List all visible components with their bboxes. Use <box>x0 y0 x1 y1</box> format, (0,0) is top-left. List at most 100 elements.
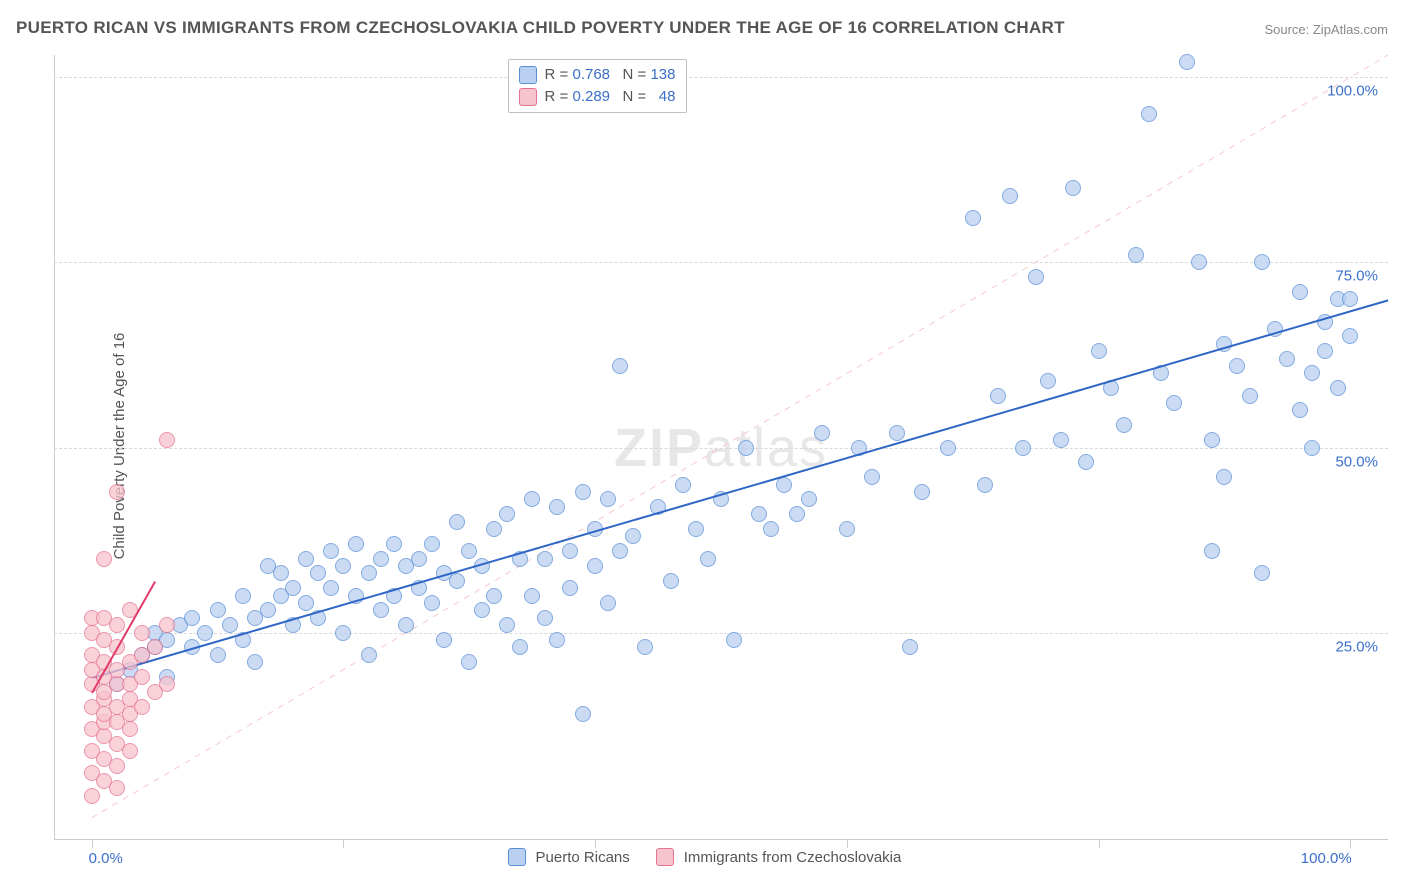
data-point <box>436 632 452 648</box>
data-point <box>1204 543 1220 559</box>
data-point <box>247 654 263 670</box>
data-point <box>889 425 905 441</box>
data-point <box>637 639 653 655</box>
data-point <box>159 432 175 448</box>
legend-swatch <box>508 848 526 866</box>
data-point <box>675 477 691 493</box>
data-point <box>461 543 477 559</box>
data-point <box>373 602 389 618</box>
data-point <box>587 558 603 574</box>
data-point <box>310 565 326 581</box>
data-point <box>801 491 817 507</box>
data-point <box>159 676 175 692</box>
data-point <box>600 491 616 507</box>
data-point <box>1040 373 1056 389</box>
data-point <box>159 617 175 633</box>
data-point <box>663 573 679 589</box>
data-point <box>323 543 339 559</box>
data-point <box>184 610 200 626</box>
x-tick-mark <box>92 840 93 848</box>
data-point <box>424 536 440 552</box>
reference-diagonal <box>54 55 1388 840</box>
data-point <box>1342 291 1358 307</box>
data-point <box>1279 351 1295 367</box>
plot-area: ZIPatlas 25.0%50.0%75.0%100.0%0.0%100.0%… <box>54 55 1388 840</box>
data-point <box>499 506 515 522</box>
data-point <box>763 521 779 537</box>
legend-row: R = 0.768 N = 138 <box>519 64 676 86</box>
data-point <box>1254 254 1270 270</box>
data-point <box>839 521 855 537</box>
data-point <box>361 565 377 581</box>
legend-swatch <box>519 88 537 106</box>
data-point <box>902 639 918 655</box>
x-tick-mark <box>1350 840 1351 848</box>
data-point <box>424 595 440 611</box>
data-point <box>1091 343 1107 359</box>
data-point <box>1015 440 1031 456</box>
data-point <box>512 639 528 655</box>
data-point <box>1166 395 1182 411</box>
data-point <box>147 639 163 655</box>
data-point <box>1292 402 1308 418</box>
data-point <box>700 551 716 567</box>
data-point <box>789 506 805 522</box>
data-point <box>1330 380 1346 396</box>
data-point <box>1304 440 1320 456</box>
data-point <box>398 617 414 633</box>
data-point <box>549 499 565 515</box>
data-point <box>612 543 628 559</box>
data-point <box>965 210 981 226</box>
data-point <box>1116 417 1132 433</box>
data-point <box>726 632 742 648</box>
data-point <box>486 588 502 604</box>
data-point <box>562 580 578 596</box>
data-point <box>323 580 339 596</box>
data-point <box>738 440 754 456</box>
x-tick-label: 0.0% <box>89 850 123 867</box>
data-point <box>600 595 616 611</box>
data-point <box>1242 388 1258 404</box>
data-point <box>486 521 502 537</box>
data-point <box>461 654 477 670</box>
data-point <box>1128 247 1144 263</box>
data-point <box>260 602 276 618</box>
data-point <box>562 543 578 559</box>
data-point <box>1216 469 1232 485</box>
x-tick-mark <box>595 840 596 848</box>
data-point <box>914 484 930 500</box>
data-point <box>1191 254 1207 270</box>
data-point <box>474 602 490 618</box>
data-point <box>96 551 112 567</box>
data-point <box>688 521 704 537</box>
data-point <box>990 388 1006 404</box>
data-point <box>210 647 226 663</box>
data-point <box>1065 180 1081 196</box>
legend-text: R = 0.289 N = 48 <box>545 86 676 108</box>
x-tick-mark <box>1099 840 1100 848</box>
data-point <box>134 699 150 715</box>
data-point <box>1229 358 1245 374</box>
data-point <box>940 440 956 456</box>
data-point <box>977 477 993 493</box>
data-point <box>122 721 138 737</box>
data-point <box>1028 269 1044 285</box>
data-point <box>1317 343 1333 359</box>
correlation-legend: R = 0.768 N = 138R = 0.289 N = 48 <box>508 59 687 113</box>
x-tick-mark <box>343 840 344 848</box>
data-point <box>625 528 641 544</box>
data-point <box>386 536 402 552</box>
data-point <box>109 758 125 774</box>
data-point <box>499 617 515 633</box>
data-point <box>235 588 251 604</box>
data-point <box>449 573 465 589</box>
data-point <box>361 647 377 663</box>
data-point <box>298 595 314 611</box>
data-point <box>1254 565 1270 581</box>
data-point <box>1342 328 1358 344</box>
data-point <box>222 617 238 633</box>
data-point <box>575 484 591 500</box>
source-label: Source: ZipAtlas.com <box>1264 22 1388 37</box>
data-point <box>449 514 465 530</box>
data-point <box>411 551 427 567</box>
